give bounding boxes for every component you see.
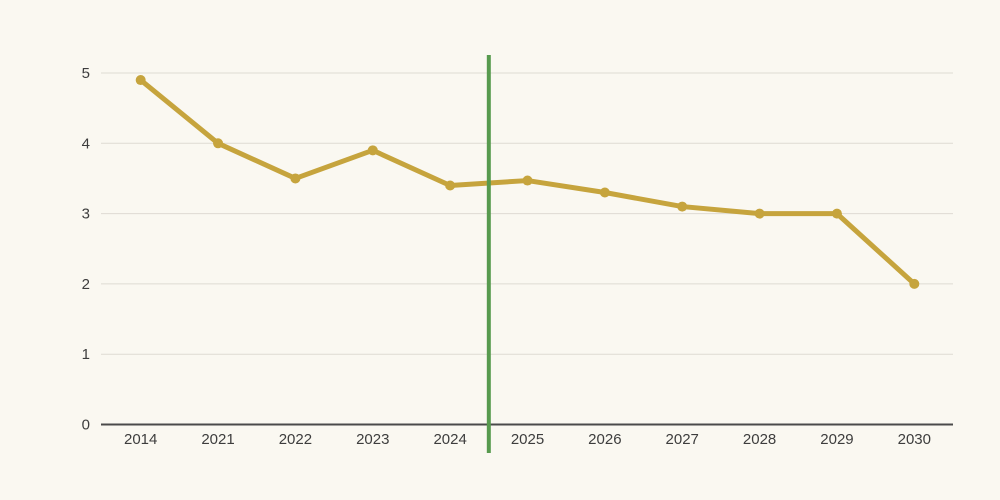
data-point bbox=[909, 278, 920, 289]
x-axis-tick-label: 2014 bbox=[124, 431, 157, 448]
data-point bbox=[135, 75, 146, 86]
x-axis-tick-label: 2027 bbox=[666, 431, 699, 448]
y-axis-tick-label: 2 bbox=[82, 276, 90, 293]
data-point bbox=[754, 208, 765, 219]
x-axis-tick-label: 2021 bbox=[201, 431, 234, 448]
y-axis-tick-label: 0 bbox=[82, 417, 90, 434]
x-axis-tick-label: 2022 bbox=[279, 431, 312, 448]
data-point bbox=[367, 145, 378, 156]
y-axis-tick-label: 3 bbox=[82, 206, 90, 223]
y-axis-tick-label: 4 bbox=[82, 135, 90, 152]
y-axis-tick-label: 1 bbox=[82, 346, 90, 363]
x-axis-tick-label: 2029 bbox=[820, 431, 853, 448]
data-point bbox=[677, 201, 688, 212]
x-axis-tick-label: 2024 bbox=[433, 431, 466, 448]
data-point bbox=[290, 173, 301, 184]
x-axis-tick-label: 2026 bbox=[588, 431, 621, 448]
x-axis-tick-label: 2030 bbox=[898, 431, 931, 448]
x-axis-tick-label: 2023 bbox=[356, 431, 389, 448]
y-axis-tick-label: 5 bbox=[82, 65, 90, 82]
data-point bbox=[831, 208, 842, 219]
x-axis-tick-label: 2025 bbox=[511, 431, 544, 448]
data-point bbox=[522, 175, 533, 186]
x-axis-tick-label: 2028 bbox=[743, 431, 776, 448]
data-point bbox=[213, 138, 224, 149]
data-point bbox=[599, 187, 610, 198]
data-point bbox=[445, 180, 456, 191]
